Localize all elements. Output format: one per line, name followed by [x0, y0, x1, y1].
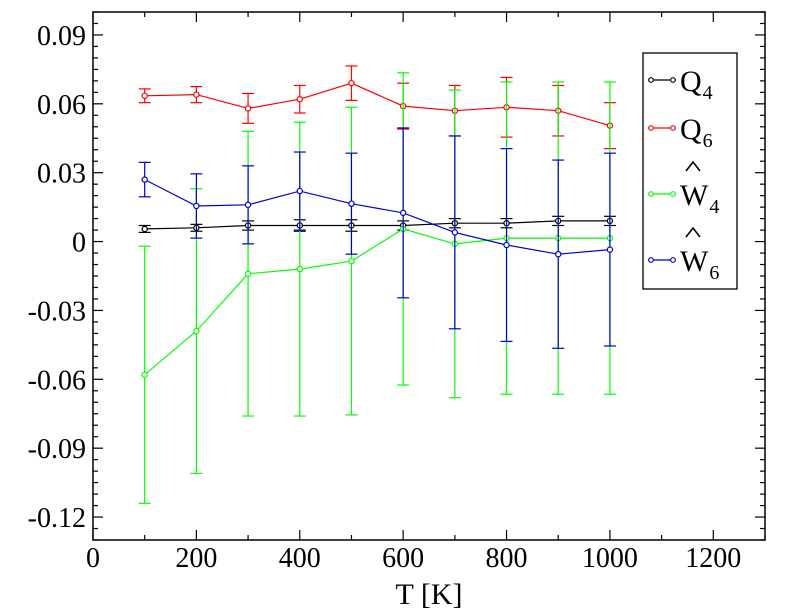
data-point — [141, 92, 148, 99]
series-line — [144, 179, 610, 255]
data-point — [296, 96, 303, 103]
data-point — [141, 225, 148, 233]
x-tick-label: 1200 — [685, 543, 741, 574]
data-point — [244, 201, 252, 209]
legend-marker-right — [670, 191, 676, 197]
legend-marker-left — [648, 191, 654, 197]
axis-ticks: 0 200 400 600 800 1000 1200 -0.12 -0.09 -0.06 -0.0… — [28, 11, 766, 574]
legend-marker-left — [648, 125, 654, 131]
x-tick-label: 200 — [175, 543, 217, 574]
x-tick-label: 800 — [486, 543, 528, 574]
legend-subscript: 4 — [709, 196, 719, 218]
data-point — [348, 79, 355, 87]
data-point — [141, 371, 148, 378]
data-point — [399, 209, 407, 217]
x-tick-label: 600 — [382, 543, 424, 574]
x-tick-label: 0 — [86, 543, 100, 574]
legend-marker-right — [670, 257, 676, 263]
legend-marker-right — [670, 77, 676, 83]
x-tick-label: 1000 — [582, 543, 638, 574]
data-point — [193, 327, 200, 335]
legend-marker-left — [648, 257, 654, 263]
y-tick-label: 0.06 — [37, 90, 86, 121]
series-W6 — [138, 127, 616, 349]
x-axis-title: T [K] — [396, 578, 463, 611]
data-point — [451, 229, 459, 236]
legend-subscript: 4 — [703, 82, 713, 104]
y-tick-label: -0.12 — [28, 503, 86, 534]
series-line — [144, 228, 610, 376]
y-tick-label: -0.06 — [28, 365, 86, 396]
legend-subscript: 6 — [709, 262, 719, 284]
y-tick-label: -0.09 — [28, 434, 86, 465]
data-point — [141, 176, 148, 183]
data-point — [555, 250, 562, 258]
series-line — [144, 82, 611, 127]
data-point — [193, 202, 200, 210]
data-point — [348, 257, 355, 265]
legend-hat-W4 — [685, 160, 701, 172]
data-point — [244, 270, 252, 277]
plot-marks — [138, 65, 616, 504]
data-point — [296, 187, 303, 195]
legend-marker-right — [670, 125, 676, 131]
series-line — [144, 220, 610, 230]
data-point — [193, 91, 200, 98]
data-point — [244, 105, 252, 112]
y-tick-label: -0.03 — [28, 296, 86, 327]
data-point — [348, 200, 355, 207]
y-tick-label: 0.09 — [37, 21, 86, 52]
legend-marker-left — [648, 77, 654, 83]
legend-box — [642, 52, 738, 290]
y-tick-label: 0 — [72, 228, 86, 259]
legend-subscript: 6 — [703, 130, 713, 152]
y-tick-label: 0.03 — [37, 159, 86, 190]
data-point — [606, 246, 614, 253]
legend-hat-W6 — [685, 226, 701, 238]
data-point — [503, 241, 510, 249]
x-tick-label: 400 — [279, 543, 321, 574]
data-point — [296, 265, 303, 273]
